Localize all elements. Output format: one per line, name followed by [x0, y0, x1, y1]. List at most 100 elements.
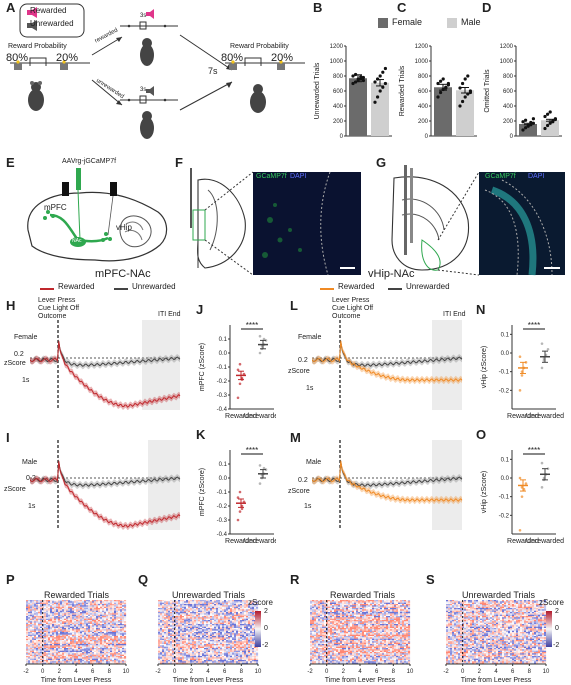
- y-tick-label: 400: [503, 104, 514, 110]
- heatmap-cell: [166, 637, 169, 639]
- heatmap-cell: [100, 629, 103, 631]
- heatmap-cell: [208, 621, 211, 623]
- heatmap-cell: [28, 610, 31, 613]
- heatmap-cell: [106, 612, 109, 614]
- heatmap-cell: [94, 650, 97, 653]
- heatmap-cell: [206, 626, 209, 629]
- heatmap-cell: [44, 604, 47, 606]
- heatmap-cell: [234, 640, 237, 642]
- heatmap-cell: [70, 621, 73, 623]
- heatmap-cell: [94, 609, 97, 611]
- heatmap-cell: [206, 600, 209, 602]
- heatmap-cell: [120, 601, 123, 603]
- heatmap-cell: [252, 653, 255, 655]
- data-point: [383, 66, 387, 71]
- heatmap-cell: [44, 605, 47, 607]
- heatmap-cell: [52, 629, 55, 631]
- heatmap-cell: [244, 613, 247, 615]
- heatmap-cell: [230, 621, 233, 623]
- heatmap-cell: [180, 656, 183, 658]
- heatmap-cell: [34, 616, 37, 618]
- heatmap-cell: [122, 634, 125, 637]
- heatmap-cell: [176, 634, 179, 637]
- heatmap-cell: [84, 612, 87, 614]
- heatmap-cell: [124, 628, 127, 630]
- heatmap-cell: [222, 622, 225, 625]
- heatmap-cell: [252, 620, 255, 622]
- heatmap-cell: [86, 640, 89, 642]
- heatmap-cell: [252, 644, 255, 646]
- heatmap-cell: [218, 644, 221, 646]
- heatmap-cell: [242, 638, 245, 641]
- heatmap-cell: [60, 656, 63, 658]
- heatmap-cell: [116, 644, 119, 646]
- heatmap-cell: [252, 645, 255, 647]
- heatmap-cell: [112, 649, 115, 651]
- heatmap-cell: [228, 626, 231, 629]
- heatmap-cell: [122, 621, 125, 623]
- heatmap-cell: [80, 632, 83, 634]
- heatmap-cell: [168, 600, 171, 602]
- heatmap-cell: [26, 641, 29, 643]
- heatmap-cell: [194, 646, 197, 649]
- heatmap-cell: [206, 634, 209, 637]
- heatmap-cell: [78, 602, 81, 605]
- heatmap-cell: [112, 650, 115, 653]
- heatmap-cell: [58, 613, 61, 615]
- heatmap-cell: [224, 601, 227, 603]
- heatmap-cell: [236, 641, 239, 643]
- heatmap-cell: [100, 657, 103, 659]
- heatmap-cell: [160, 602, 163, 605]
- heatmap-cell: [118, 621, 121, 623]
- heatmap-cell: [248, 613, 251, 615]
- heatmap-cell: [58, 648, 61, 650]
- heatmap-cell: [218, 654, 221, 657]
- heatmap-cell: [214, 652, 217, 654]
- heatmap-cell: [208, 605, 211, 607]
- heatmap-cell: [158, 614, 161, 617]
- y-axis-label: Unrewarded Trials: [314, 62, 321, 119]
- heatmap-cell: [214, 622, 217, 625]
- heatmap-cell: [34, 638, 37, 641]
- heatmap-cell: [36, 613, 39, 615]
- heatmap-cell: [168, 610, 171, 613]
- heatmap-cell: [236, 626, 239, 629]
- heatmap-cell: [160, 638, 163, 641]
- heatmap-cell: [66, 653, 69, 655]
- heatmap-cell: [96, 629, 99, 631]
- heatmap-cell: [88, 638, 91, 641]
- heatmap-cell: [176, 641, 179, 643]
- heatmap-cell: [98, 641, 101, 643]
- heatmap-cell: [46, 644, 49, 646]
- heatmap-cell: [100, 618, 103, 621]
- heatmap-cell: [100, 621, 103, 623]
- heatmap-cell: [202, 614, 205, 617]
- heatmap-cell: [216, 608, 219, 610]
- heatmap-cell: [58, 637, 61, 639]
- heatmap-cell: [104, 625, 107, 627]
- heatmap-cell: [212, 650, 215, 653]
- heatmap-cell: [44, 661, 47, 663]
- heatmap-cell: [158, 600, 161, 602]
- heatmap-cell: [62, 618, 65, 621]
- heatmap-cell: [254, 602, 257, 605]
- heatmap-cell: [194, 609, 197, 611]
- heatmap-cell: [88, 657, 91, 659]
- heatmap-cell: [190, 622, 193, 625]
- heatmap-cell: [50, 634, 53, 637]
- heatmap-cell: [56, 605, 59, 607]
- heatmap-cell: [30, 646, 33, 649]
- heatmap-cell: [68, 608, 71, 610]
- heatmap-cell: [158, 605, 161, 607]
- heatmap-cell: [42, 661, 45, 663]
- heatmap-cell: [162, 606, 165, 609]
- heatmap-cell: [78, 637, 81, 639]
- heatmap-cell: [58, 630, 61, 633]
- heatmap-cell: [90, 601, 93, 603]
- x-tick-label: Unrewarded: [244, 538, 276, 545]
- heatmap-cell: [218, 605, 221, 607]
- heatmap-cell: [28, 650, 31, 653]
- heatmap-cell: [74, 625, 77, 627]
- heatmap-cell: [166, 612, 169, 614]
